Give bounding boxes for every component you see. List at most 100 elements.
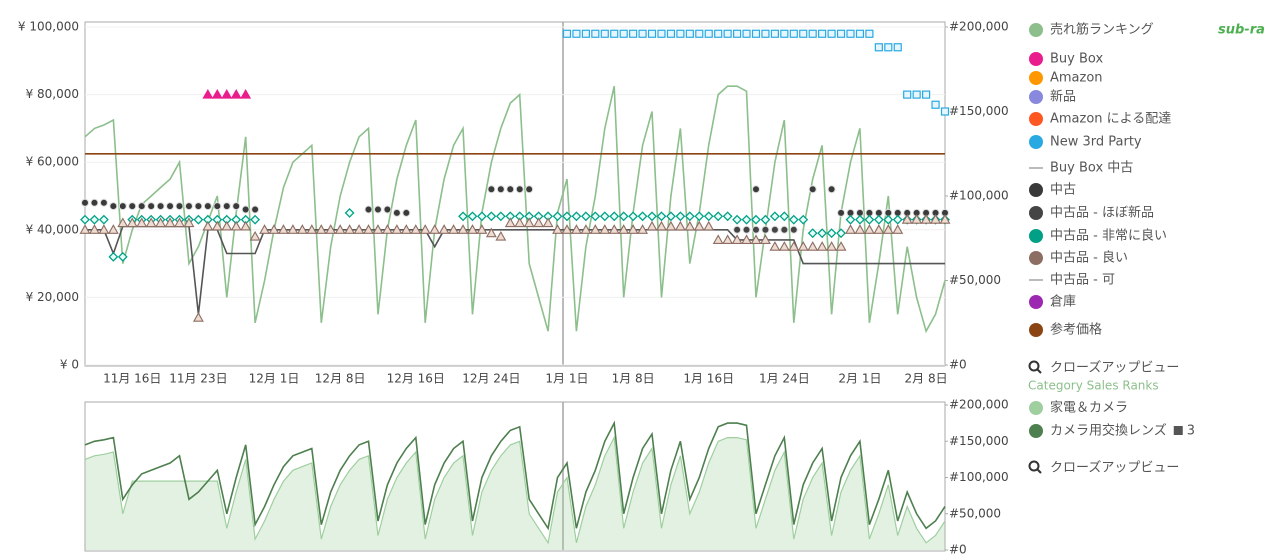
closeup-icon[interactable] <box>1036 468 1042 474</box>
marker <box>581 29 590 38</box>
legend-label[interactable]: Buy Box <box>1050 52 1103 67</box>
legend-symbol[interactable] <box>1029 183 1043 197</box>
legend-symbol[interactable] <box>1029 206 1043 220</box>
x-tick-label: 2月 8日 <box>905 372 948 386</box>
marker <box>98 224 110 234</box>
marker <box>703 211 714 222</box>
marker <box>373 205 382 214</box>
marker <box>854 224 866 234</box>
marker <box>391 224 403 234</box>
legend-label[interactable]: 参考価格 <box>1050 322 1102 338</box>
marker <box>837 208 846 217</box>
marker <box>523 217 535 228</box>
marker <box>589 224 601 234</box>
marker <box>572 29 581 38</box>
legend-label[interactable]: 中古品 - 非常に良い <box>1050 228 1167 244</box>
legend-label[interactable]: 中古品 - 可 <box>1050 273 1115 288</box>
marker <box>458 211 468 222</box>
marker <box>344 224 356 234</box>
marker <box>515 185 524 194</box>
marker <box>514 217 526 228</box>
legend-label[interactable]: Buy Box 中古 <box>1050 161 1133 176</box>
line <box>84 420 946 531</box>
legend-symbol[interactable] <box>1029 112 1043 126</box>
marker <box>562 211 572 222</box>
marker <box>845 214 856 225</box>
marker <box>194 202 203 211</box>
marker <box>903 90 912 99</box>
marker <box>278 224 289 234</box>
legend-symbol[interactable] <box>1029 71 1043 85</box>
marker <box>732 214 743 225</box>
x-tick-label: 12月 24日 <box>462 372 520 386</box>
marker <box>788 214 799 225</box>
closeup-icon[interactable] <box>1036 368 1042 374</box>
marker <box>109 202 118 211</box>
marker <box>788 241 800 251</box>
marker <box>799 29 808 38</box>
marker <box>79 224 91 234</box>
marker <box>865 29 874 38</box>
legend-symbol[interactable] <box>1029 424 1043 438</box>
legend-symbol[interactable] <box>1029 23 1043 37</box>
legend-symbol[interactable] <box>1029 323 1043 337</box>
marker <box>637 224 649 234</box>
legend-symbol[interactable] <box>1029 90 1043 104</box>
marker <box>610 29 619 38</box>
marker <box>213 202 222 211</box>
legend-label[interactable]: 新品 <box>1050 89 1076 105</box>
marker <box>580 211 591 222</box>
legend-label[interactable]: 中古品 - ほぼ新品 <box>1050 205 1154 221</box>
marker <box>166 202 175 211</box>
marker <box>117 251 128 262</box>
legend-symbol[interactable] <box>1029 135 1043 149</box>
y2-tick-label: #50,000 <box>949 273 1001 287</box>
marker <box>893 43 902 52</box>
marker <box>704 29 713 38</box>
legend-label[interactable]: 家電＆カメラ <box>1050 400 1128 416</box>
legend-label[interactable]: Amazon による配達 <box>1050 112 1171 127</box>
marker <box>628 211 639 222</box>
marker <box>789 225 798 234</box>
marker <box>372 224 384 234</box>
legend-symbol[interactable] <box>1029 229 1043 243</box>
x-tick-label: 12月 1日 <box>249 372 300 386</box>
closeup-icon[interactable] <box>1028 360 1040 372</box>
legend-symbol[interactable] <box>1029 401 1043 415</box>
marker <box>495 211 506 222</box>
marker <box>98 214 109 225</box>
marker <box>306 224 318 234</box>
marker <box>647 211 657 222</box>
marker <box>846 29 855 38</box>
marker <box>930 214 941 224</box>
y2-tick-label: #200,000 <box>949 398 1009 412</box>
subcategory-count[interactable]: 3 <box>1187 424 1195 439</box>
marker <box>221 88 233 99</box>
marker <box>940 107 950 116</box>
y2-tick-label: #150,000 <box>949 104 1009 118</box>
legend-label[interactable]: 売れ筋ランキング <box>1050 22 1154 38</box>
legend-label[interactable]: 倉庫 <box>1050 295 1076 310</box>
legend-label[interactable]: 中古品 - 良い <box>1050 250 1128 266</box>
legend-symbol[interactable] <box>1029 52 1043 66</box>
marker <box>232 202 241 211</box>
legend-symbol[interactable] <box>1029 251 1043 265</box>
legend-label[interactable]: New 3rd Party <box>1050 135 1142 150</box>
marker <box>552 224 563 234</box>
closeup-label[interactable]: クローズアップビュー <box>1050 460 1179 476</box>
sub-rank-link[interactable]: sub-ra <box>1218 23 1265 38</box>
marker <box>268 224 280 234</box>
marker <box>759 234 771 244</box>
marker <box>608 224 620 234</box>
marker <box>164 217 176 228</box>
marker <box>826 228 837 239</box>
legend-label[interactable]: 中古 <box>1050 183 1076 198</box>
legend-label[interactable]: カメラ用交換レンズ <box>1050 423 1167 439</box>
marker <box>627 224 639 234</box>
legend-label[interactable]: Amazon <box>1050 71 1103 86</box>
closeup-label[interactable]: クローズアップビュー <box>1050 360 1179 376</box>
legend-symbol[interactable] <box>1029 295 1043 309</box>
y2-tick-label: #0 <box>949 358 967 372</box>
closeup-icon[interactable] <box>1028 460 1040 472</box>
marker <box>193 214 204 225</box>
